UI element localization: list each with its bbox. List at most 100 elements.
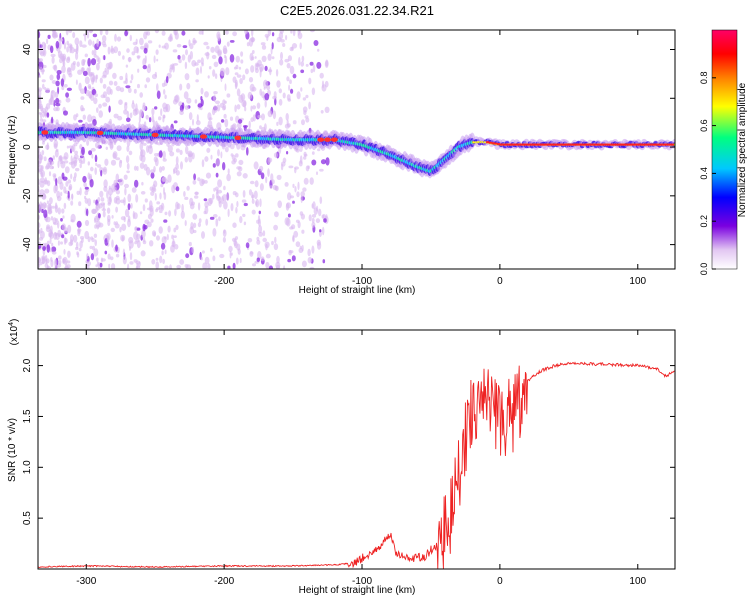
heatmap-noise-cell <box>96 107 99 113</box>
heatmap-noise-cell <box>78 119 83 123</box>
heatmap-noise-cell <box>184 73 190 81</box>
heatmap-noise-cell <box>87 198 92 207</box>
heatmap-noise-cell <box>176 264 182 269</box>
heatmap-noise-cell <box>311 214 317 218</box>
snr-series-group <box>38 361 675 569</box>
heatmap-noise-cell <box>144 219 150 224</box>
heatmap-noise-cell <box>79 163 82 169</box>
heatmap-noise-cell <box>130 202 133 209</box>
heatmap-noise-cell <box>213 91 218 95</box>
heatmap-noise-cell <box>164 94 167 100</box>
heatmap-noise-cell <box>322 259 326 264</box>
heatmap-noise-cell <box>50 45 54 54</box>
heatmap-noise-cell <box>238 166 243 172</box>
heatmap-noise-cell <box>175 201 179 210</box>
heatmap-noise-cell <box>58 255 62 260</box>
heatmap-noise-cell <box>46 240 50 245</box>
heatmap-peak-cell <box>538 143 542 146</box>
heatmap-noise-cell <box>212 163 216 168</box>
heatmap-noise-cell <box>272 184 277 191</box>
heatmap-noise-cell <box>148 117 152 123</box>
heatmap-noise-cell <box>90 236 94 240</box>
heatmap-noise-cell <box>64 266 70 269</box>
heatmap-noise-cell <box>316 239 321 246</box>
heatmap-noise-cell <box>227 208 230 218</box>
heatmap-noise-cell <box>126 48 130 53</box>
heatmap-noise-cell <box>93 233 98 238</box>
heatmap-noise-cell <box>153 55 156 63</box>
heatmap-noise-cell <box>191 246 194 254</box>
heatmap-noise-cell <box>223 185 226 191</box>
heatmap-noise-cell <box>283 265 286 269</box>
heatmap-noise-cell <box>54 264 59 269</box>
heatmap-noise-cell <box>235 192 239 198</box>
heatmap-noise-cell <box>286 94 291 101</box>
heatmap-noise-cell <box>78 82 82 92</box>
heatmap-noise-cell <box>162 158 167 162</box>
heatmap-noise-cell <box>270 173 274 182</box>
heatmap-x-tick-label: 0 <box>497 276 503 287</box>
heatmap-noise-cell <box>212 69 216 77</box>
heatmap-peak-blob <box>317 137 325 142</box>
heatmap-noise-cell <box>94 93 98 97</box>
heatmap-noise-cell <box>186 185 190 191</box>
heatmap-noise-cell <box>127 193 132 203</box>
heatmap-noise-cell <box>234 104 237 113</box>
heatmap-noise-cell <box>267 168 270 177</box>
heatmap-noise-cell <box>68 197 71 201</box>
heatmap-noise-cell <box>242 213 246 218</box>
heatmap-noise-cell <box>287 192 292 201</box>
heatmap-noise-cell <box>278 98 283 106</box>
heatmap-noise-cell <box>48 210 53 214</box>
heatmap-noise-cell <box>96 62 100 71</box>
heatmap-peak-cell <box>599 143 603 146</box>
heatmap-noise-cell <box>229 54 235 63</box>
snr-panel: -300 -200 -100 0 100 0.5 1.0 1.5 2.0 Height of … <box>7 319 676 596</box>
heatmap-noise-cell <box>98 213 101 219</box>
heatmap-noise-cell <box>107 214 111 223</box>
heatmap-noise-cell <box>83 33 87 37</box>
heatmap-noise-cell <box>38 151 42 156</box>
heatmap-noise-cell <box>325 157 330 166</box>
heatmap-noise-cell <box>159 255 163 264</box>
heatmap-noise-cell <box>47 203 52 212</box>
heatmap-noise-cell <box>155 49 159 55</box>
heatmap-noise-cell <box>41 150 45 156</box>
heatmap-noise-cell <box>70 173 73 180</box>
heatmap-noise-cell <box>184 61 188 70</box>
heatmap-noise-cell <box>105 30 109 35</box>
heatmap-noise-cell <box>66 145 69 149</box>
heatmap-noise-cell <box>160 242 166 250</box>
heatmap-noise-cell <box>305 165 310 172</box>
heatmap-noise-cell <box>41 107 46 114</box>
heatmap-peak-cell <box>549 143 553 146</box>
heatmap-noise-cell <box>38 222 41 229</box>
heatmap-noise-cell <box>115 206 118 213</box>
heatmap-noise-cell <box>259 88 263 96</box>
heatmap-noise-cell <box>136 166 139 171</box>
heatmap-noise-cell <box>194 62 199 66</box>
heatmap-noise-cell <box>154 106 158 110</box>
heatmap-y-tick-label: 0 <box>22 144 33 150</box>
heatmap-noise-cell <box>201 250 205 254</box>
heatmap-noise-cell <box>219 67 226 77</box>
heatmap-noise-cell <box>69 234 74 243</box>
heatmap-noise-cell <box>126 145 130 152</box>
heatmap-noise-cell <box>324 106 330 114</box>
heatmap-noise-cell <box>113 81 118 86</box>
heatmap-noise-cell <box>172 238 175 247</box>
heatmap-peak-cell <box>533 143 536 146</box>
heatmap-peak-cell <box>629 143 633 146</box>
heatmap-noise-cell <box>191 152 195 160</box>
heatmap-noise-cell <box>87 114 93 123</box>
heatmap-noise-cell <box>99 77 103 84</box>
heatmap-noise-cell <box>322 226 325 236</box>
heatmap-noise-cell <box>98 41 101 47</box>
heatmap-noise-cell <box>111 263 116 269</box>
heatmap-noise-cell <box>160 108 163 117</box>
heatmap-noise-cell <box>111 239 114 248</box>
heatmap-peak-cell <box>607 143 611 146</box>
heatmap-noise-cell <box>65 181 69 187</box>
heatmap-noise-cell <box>200 96 203 101</box>
heatmap-noise-cell <box>256 102 261 109</box>
